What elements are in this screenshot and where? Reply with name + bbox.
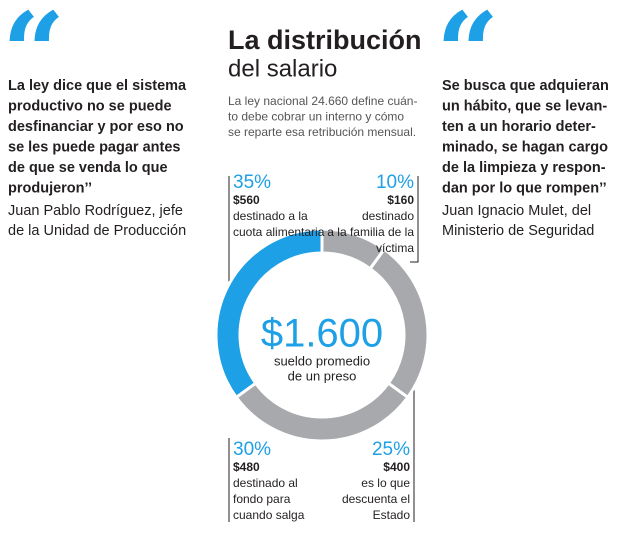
description: se reparte esa retribución mensual. xyxy=(228,125,416,139)
slice-description: a la familia de la xyxy=(327,225,414,239)
slice-description: cuando salga xyxy=(233,508,305,522)
slice-description: Estado xyxy=(373,508,411,522)
quote-line: desfinanciar y por eso no xyxy=(8,119,184,135)
quote-line: Se busca que adquieran xyxy=(442,78,609,94)
center-label: sueldo promedio xyxy=(274,353,370,368)
quote-author: Juan Pablo Rodríguez, jefe xyxy=(8,203,183,219)
slice-description: víctima xyxy=(376,241,414,255)
amount: $560 xyxy=(233,193,260,207)
quote-line: de que se venda lo que xyxy=(8,160,168,176)
quote-line: dan por lo que rompen’’ xyxy=(442,180,607,196)
quote-mark: “ xyxy=(436,0,499,117)
slice-description: destinado xyxy=(362,209,414,223)
slice-description: descuenta el xyxy=(342,492,410,506)
quote-author: Ministerio de Seguridad xyxy=(442,223,594,239)
quote-author: Juan Ignacio Mulet, del xyxy=(442,203,591,219)
donut-slice xyxy=(214,227,324,400)
value-label: 25% xyxy=(372,439,410,460)
value-label: 35% xyxy=(233,172,271,193)
quote-line: se les puede pagar antes xyxy=(8,139,180,155)
quote-line: produjeron’’ xyxy=(8,180,92,196)
slice-description: es lo que xyxy=(361,476,410,490)
quote-line: de la limpieza y respon- xyxy=(442,160,606,176)
quote-line: productivo no se puede xyxy=(8,98,172,114)
description: La ley nacional 24.660 define cuán- xyxy=(228,94,417,108)
quote-line: La ley dice que el sistema xyxy=(8,78,187,94)
value-label: 10% xyxy=(376,172,414,193)
amount: $160 xyxy=(387,193,414,207)
center-value: $1.600 xyxy=(261,312,383,356)
leader-line xyxy=(410,176,419,263)
quote-line: minado, se hagan cargo xyxy=(442,139,608,155)
slice-description: cuota alimentaria xyxy=(233,225,325,239)
chart-title: La distribución xyxy=(228,25,422,55)
donut-slice xyxy=(234,381,410,443)
quote-line: ten a un horario deter- xyxy=(442,119,596,135)
quote-author: de la Unidad de Producción xyxy=(8,223,186,239)
amount: $400 xyxy=(383,460,410,474)
value-label: 30% xyxy=(233,439,271,460)
quote-mark: “ xyxy=(2,0,65,117)
slice-description: fondo para xyxy=(233,492,291,506)
amount: $480 xyxy=(233,460,260,474)
quote-line: un hábito, que se levan- xyxy=(442,98,607,114)
slice-description: destinado a la xyxy=(233,209,308,223)
slice-description: destinado al xyxy=(233,476,298,490)
center-label: de un preso xyxy=(288,368,357,383)
description: to debe cobrar un interno y cómo xyxy=(228,110,404,124)
chart-subtitle: del salario xyxy=(228,55,337,82)
